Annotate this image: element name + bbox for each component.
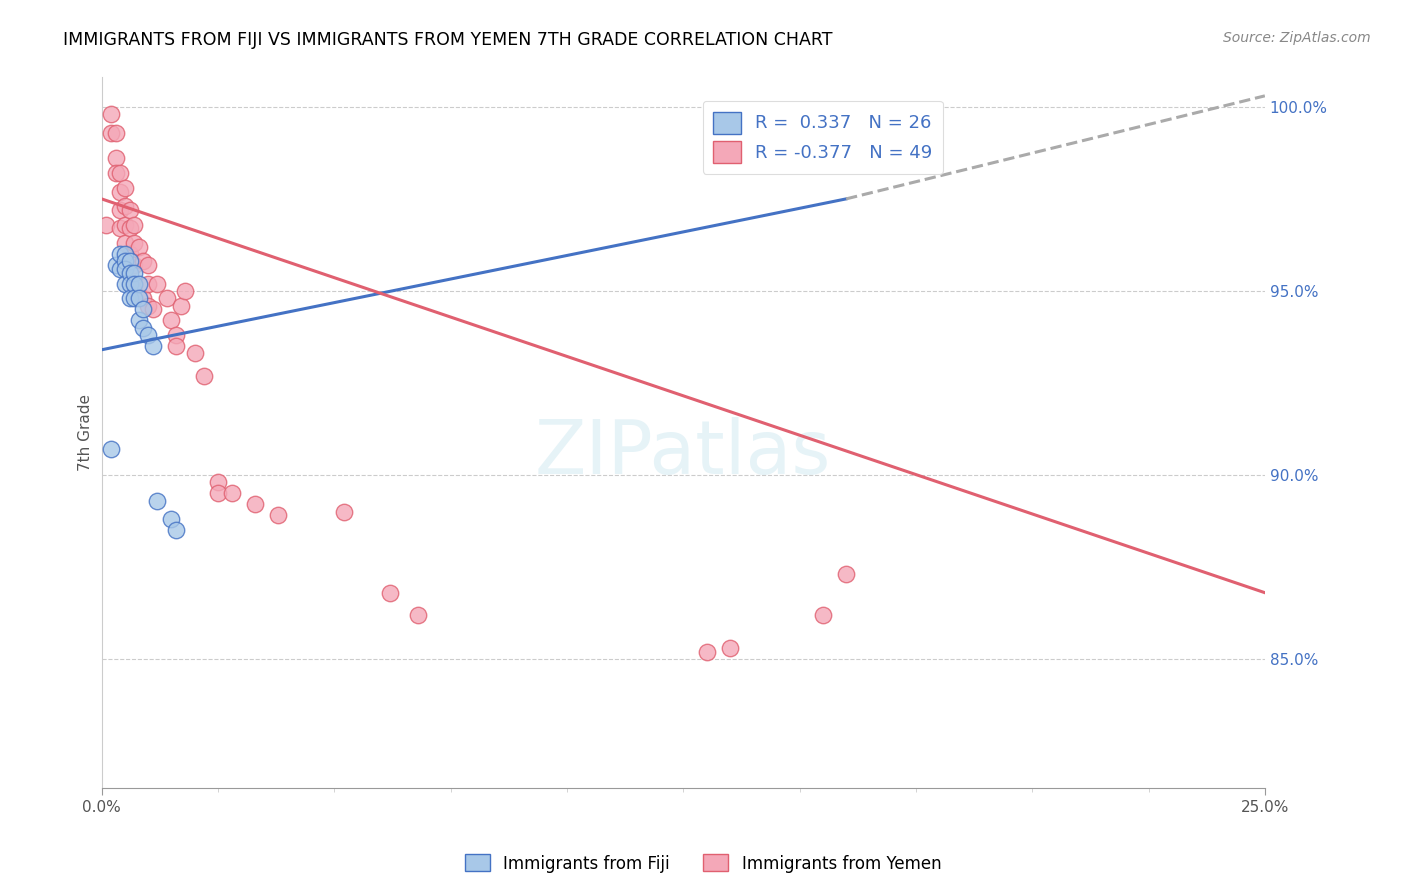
Point [332, 505, 354, 519]
Point [695, 644, 717, 658]
Point [193, 368, 215, 383]
Point [122, 258, 145, 272]
Point [110, 202, 132, 217]
Point [122, 291, 145, 305]
Point [114, 181, 136, 195]
Point [110, 247, 132, 261]
Point [118, 254, 141, 268]
Legend: Immigrants from Fiji, Immigrants from Yemen: Immigrants from Fiji, Immigrants from Ye… [458, 847, 948, 880]
Point [811, 607, 834, 622]
Point [136, 299, 159, 313]
Point [128, 240, 150, 254]
Point [104, 152, 127, 166]
Point [132, 254, 155, 268]
Point [114, 235, 136, 250]
Point [118, 202, 141, 217]
Point [110, 261, 132, 276]
Point [136, 258, 159, 272]
Point [110, 166, 132, 180]
Point [110, 185, 132, 199]
Point [146, 277, 169, 291]
Point [104, 166, 127, 180]
Point [207, 475, 229, 490]
Text: IMMIGRANTS FROM FIJI VS IMMIGRANTS FROM YEMEN 7TH GRADE CORRELATION CHART: IMMIGRANTS FROM FIJI VS IMMIGRANTS FROM … [63, 31, 832, 49]
Point [104, 258, 127, 272]
Point [96, 218, 118, 232]
Point [114, 254, 136, 268]
Point [100, 107, 122, 121]
Point [122, 218, 145, 232]
Point [114, 247, 136, 261]
Point [122, 265, 145, 279]
Legend: R =  0.337   N = 26, R = -0.377   N = 49: R = 0.337 N = 26, R = -0.377 N = 49 [703, 101, 943, 174]
Point [170, 299, 193, 313]
Point [104, 126, 127, 140]
Point [136, 328, 159, 343]
Text: Source: ZipAtlas.com: Source: ZipAtlas.com [1223, 31, 1371, 45]
Point [142, 302, 165, 317]
Point [118, 221, 141, 235]
Point [160, 512, 183, 526]
Point [267, 508, 290, 523]
Point [114, 277, 136, 291]
Point [165, 328, 187, 343]
Point [118, 291, 141, 305]
Point [165, 523, 187, 537]
Point [378, 585, 401, 599]
Point [183, 346, 205, 360]
Y-axis label: 7th Grade: 7th Grade [79, 394, 93, 471]
Point [132, 302, 155, 317]
Point [835, 107, 858, 121]
Point [835, 567, 858, 582]
Point [132, 320, 155, 334]
Point [128, 277, 150, 291]
Point [160, 313, 183, 327]
Point [114, 261, 136, 276]
Point [122, 277, 145, 291]
Point [136, 277, 159, 291]
Point [406, 607, 429, 622]
Point [243, 497, 266, 511]
Point [128, 291, 150, 305]
Point [118, 277, 141, 291]
Point [100, 126, 122, 140]
Point [165, 339, 187, 353]
Point [221, 486, 243, 500]
Point [122, 235, 145, 250]
Point [128, 313, 150, 327]
Point [207, 486, 229, 500]
Point [100, 442, 122, 457]
Point [118, 247, 141, 261]
Point [114, 218, 136, 232]
Text: ZIPatlas: ZIPatlas [536, 417, 831, 491]
Point [118, 265, 141, 279]
Point [174, 284, 197, 298]
Point [718, 640, 741, 655]
Point [146, 493, 169, 508]
Point [114, 199, 136, 213]
Point [142, 339, 165, 353]
Point [132, 291, 155, 305]
Point [122, 277, 145, 291]
Point [110, 221, 132, 235]
Point [156, 291, 179, 305]
